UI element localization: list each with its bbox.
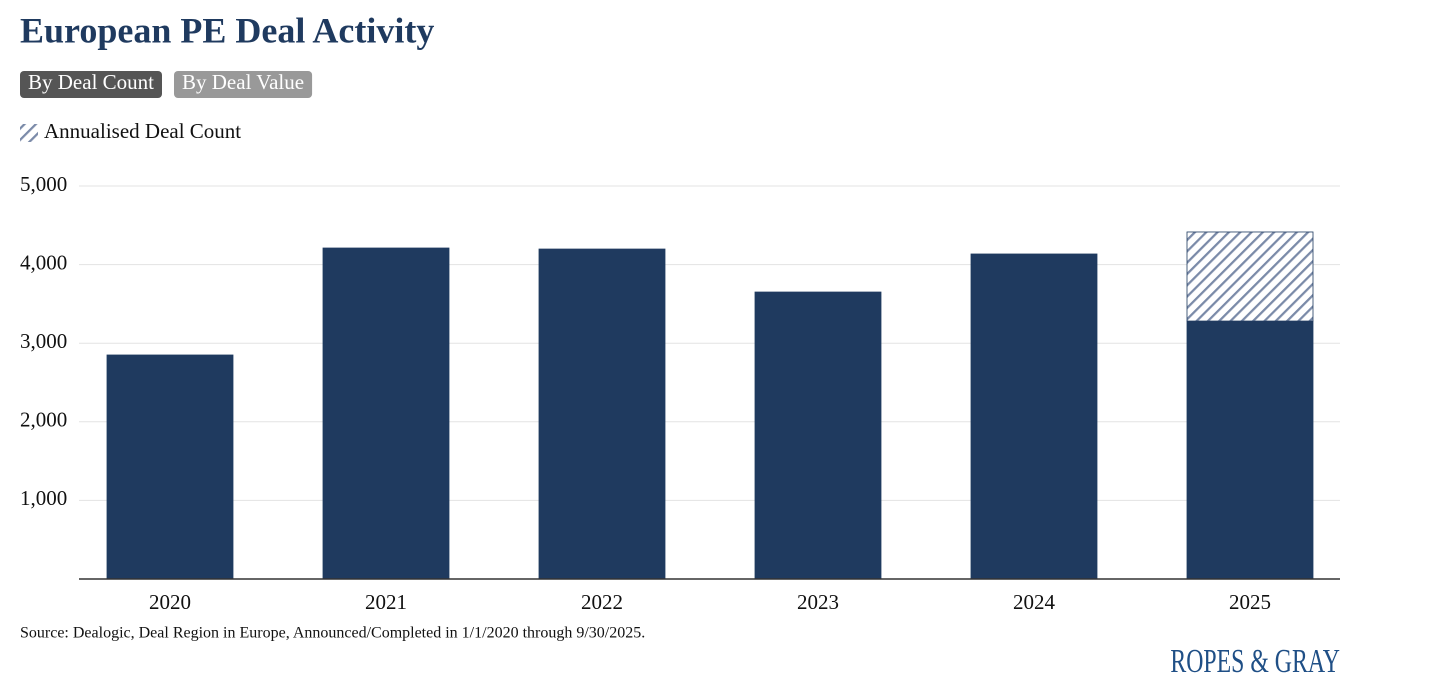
bar <box>538 248 666 580</box>
legend-swatch <box>20 124 38 142</box>
tab-label: By Deal Count <box>28 70 154 94</box>
x-tick-label: 2025 <box>1229 590 1271 614</box>
bar <box>1186 231 1314 322</box>
x-tick-label: 2022 <box>581 590 623 614</box>
y-tick-label: 1,000 <box>20 486 67 510</box>
tab-button[interactable]: By Deal Count <box>20 70 162 98</box>
logo: ROPES & GRAY <box>1170 643 1340 680</box>
bar <box>1186 320 1314 580</box>
tab-label: By Deal Value <box>182 70 304 94</box>
tab-button[interactable]: By Deal Value <box>174 70 313 98</box>
tab-bg <box>20 71 162 98</box>
y-tick-label: 4,000 <box>20 250 67 274</box>
chart-title: European PE Deal Activity <box>20 10 434 50</box>
y-tick-label: 5,000 <box>20 172 67 196</box>
x-tick-label: 2023 <box>797 590 839 614</box>
y-tick-label: 3,000 <box>20 329 67 353</box>
x-tick-label: 2021 <box>365 590 407 614</box>
bar <box>106 354 234 580</box>
tab-bg <box>174 71 313 98</box>
bar <box>754 291 882 580</box>
legend-label: Annualised Deal Count <box>44 119 241 143</box>
source-note: Source: Dealogic, Deal Region in Europe,… <box>20 625 645 642</box>
x-tick-label: 2024 <box>1013 590 1056 614</box>
bar <box>322 247 450 580</box>
x-tick-label: 2020 <box>149 590 191 614</box>
bar <box>970 253 1098 580</box>
y-tick-label: 2,000 <box>20 408 67 432</box>
